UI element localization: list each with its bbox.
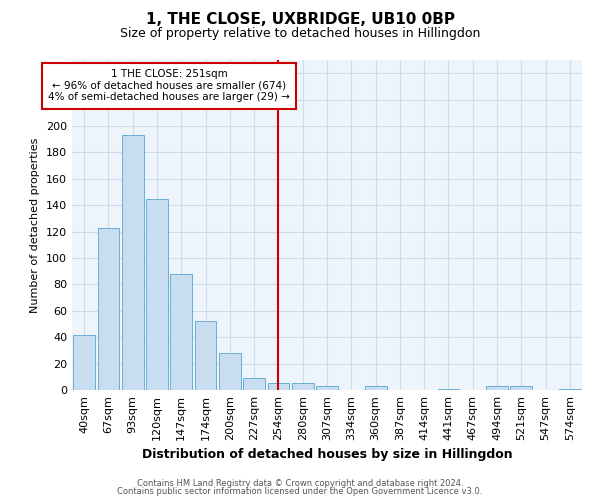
Text: Size of property relative to detached houses in Hillingdon: Size of property relative to detached ho… [120,28,480,40]
Bar [486,386,508,390]
Bar [559,388,581,390]
Bar [73,334,95,390]
Bar [97,228,119,390]
Text: 1, THE CLOSE, UXBRIDGE, UB10 0BP: 1, THE CLOSE, UXBRIDGE, UB10 0BP [146,12,455,28]
Text: 1 THE CLOSE: 251sqm
← 96% of detached houses are smaller (674)
4% of semi-detach: 1 THE CLOSE: 251sqm ← 96% of detached ho… [48,69,290,102]
Bar [194,322,217,390]
Bar [122,135,143,390]
Text: Contains public sector information licensed under the Open Government Licence v3: Contains public sector information licen… [118,487,482,496]
Bar [511,386,532,390]
Text: Contains HM Land Registry data © Crown copyright and database right 2024.: Contains HM Land Registry data © Crown c… [137,478,463,488]
Y-axis label: Number of detached properties: Number of detached properties [31,138,40,312]
Bar [437,388,460,390]
Bar [146,198,168,390]
Bar [316,386,338,390]
X-axis label: Distribution of detached houses by size in Hillingdon: Distribution of detached houses by size … [142,448,512,462]
Bar [243,378,265,390]
Bar [292,384,314,390]
Bar [219,353,241,390]
Bar [365,386,386,390]
Bar [268,384,289,390]
Bar [170,274,192,390]
